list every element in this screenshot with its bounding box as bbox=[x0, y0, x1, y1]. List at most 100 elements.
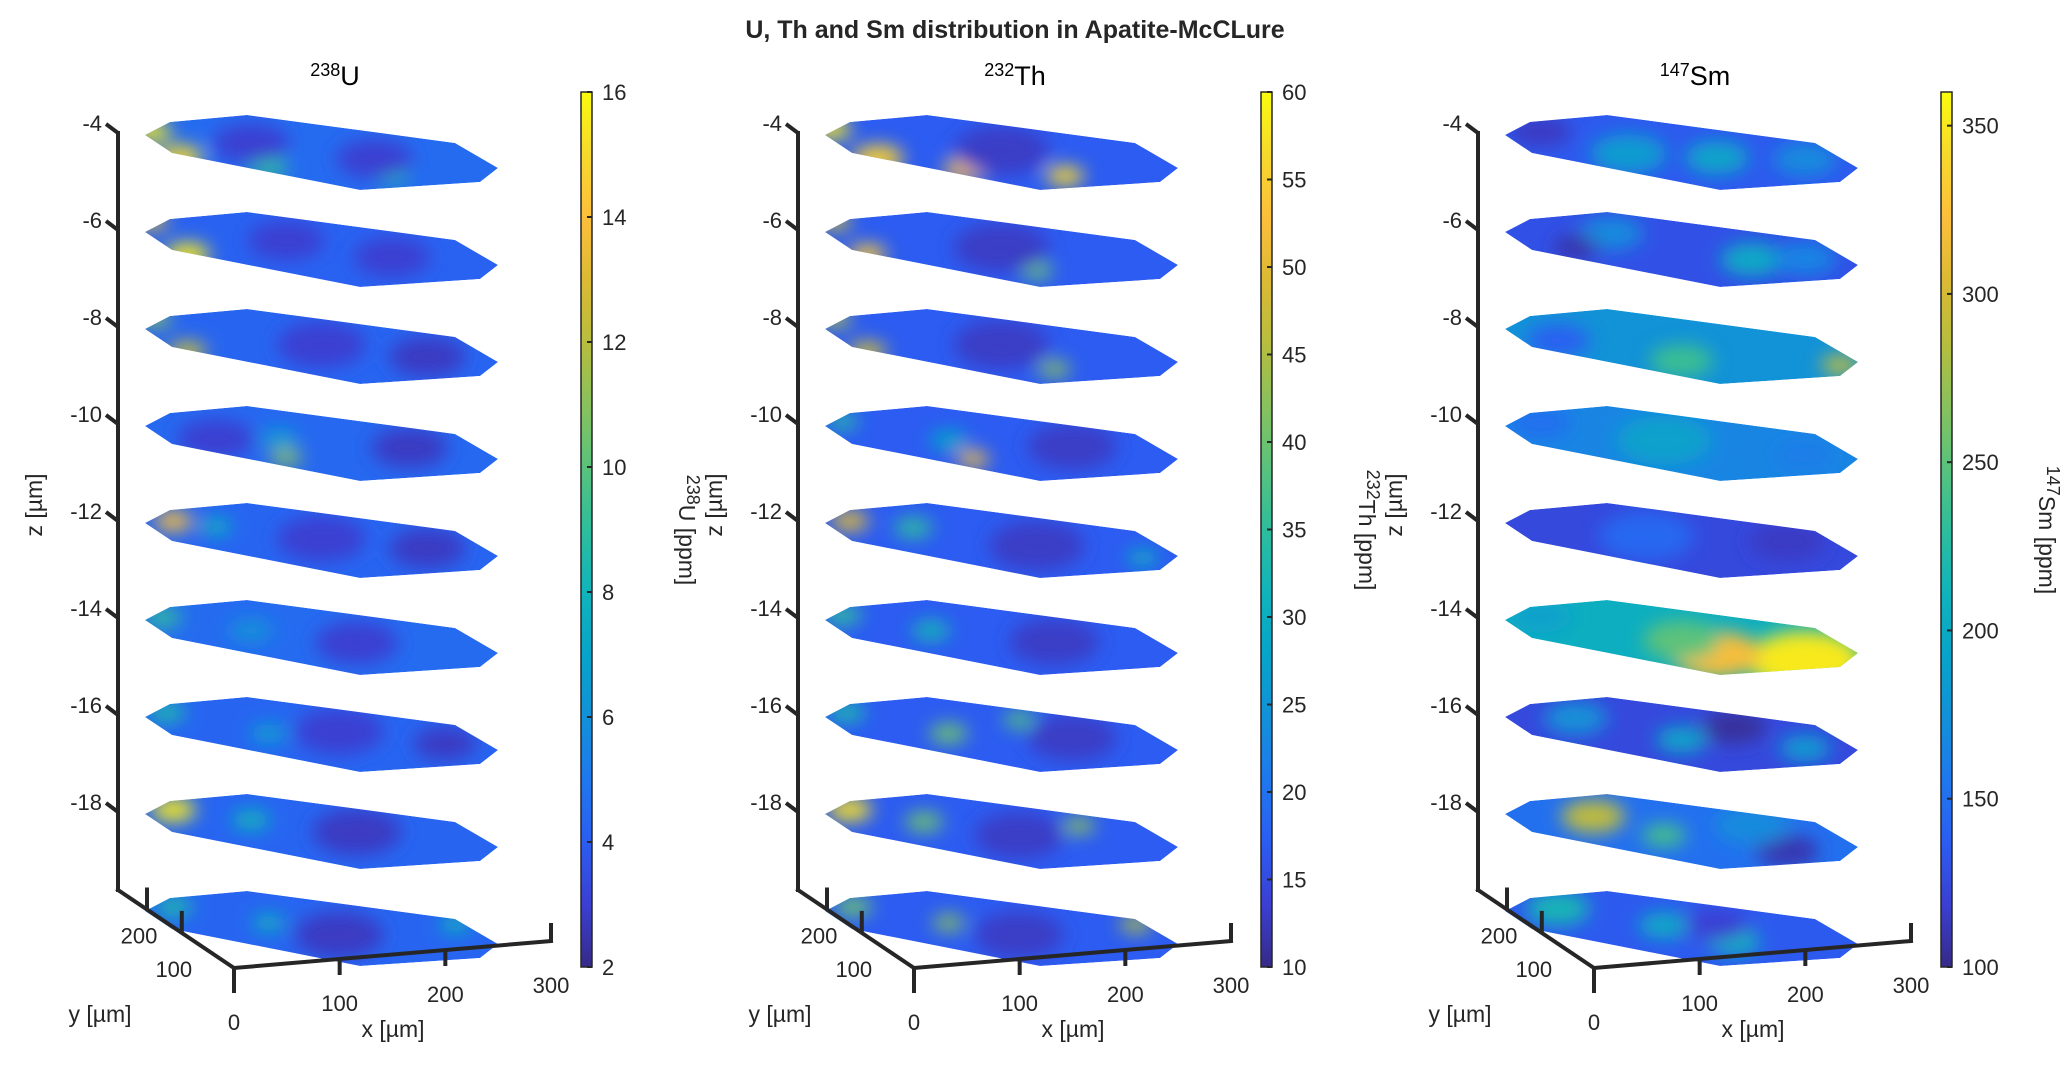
slice-hotspot bbox=[827, 702, 866, 723]
colorbar-tick-label: 16 bbox=[602, 80, 626, 105]
slice-hotspot bbox=[953, 222, 1050, 273]
colorbar-label-text: U [ppm] bbox=[674, 505, 700, 586]
slice-hotspot bbox=[1561, 799, 1626, 833]
z-tick bbox=[104, 704, 120, 717]
slice-z-12 bbox=[145, 503, 498, 578]
slice-hotspot bbox=[825, 119, 852, 140]
slice-z-6 bbox=[1505, 212, 1858, 287]
colorbar-label: 238U [ppm] bbox=[674, 475, 703, 586]
colorbar-tick-label: 35 bbox=[1282, 518, 1306, 543]
z-tick bbox=[1464, 413, 1480, 426]
slice-hotspot bbox=[825, 213, 852, 231]
slice-z-16 bbox=[145, 697, 498, 772]
x-axis bbox=[231, 938, 554, 971]
colorbar bbox=[580, 91, 593, 968]
slice-z-10 bbox=[1505, 406, 1858, 481]
slice-z-14 bbox=[825, 600, 1178, 675]
x-axis-label: x [µm] bbox=[1041, 1016, 1104, 1042]
z-tick bbox=[784, 122, 800, 135]
panel-title-element: Sm bbox=[1690, 61, 1731, 91]
z-tick-label: -10 bbox=[750, 402, 782, 427]
slice-base bbox=[825, 697, 1178, 772]
slice-z-14 bbox=[145, 600, 498, 675]
colorbar-label-superscript: 147 bbox=[2043, 466, 2063, 496]
y-tick-label: 100 bbox=[1515, 957, 1552, 982]
z-axis-label: z [µm] bbox=[1381, 473, 1407, 536]
z-tick bbox=[104, 801, 120, 814]
slice-z-4 bbox=[145, 115, 498, 190]
z-tick bbox=[1464, 801, 1480, 814]
slice-hotspot bbox=[932, 914, 965, 932]
slice-hotspot bbox=[1638, 912, 1690, 939]
y-tick-label: 200 bbox=[121, 924, 158, 949]
colorbar-tick-label: 14 bbox=[602, 205, 626, 230]
colorbar-tick-label: 45 bbox=[1282, 343, 1306, 368]
slice-hotspot bbox=[929, 430, 968, 451]
slice-hotspot bbox=[145, 607, 182, 628]
x-axis-label: x [µm] bbox=[361, 1016, 424, 1042]
slice-hotspot bbox=[1821, 355, 1858, 375]
slice-hotspot bbox=[389, 336, 466, 377]
colorbar-tick-label: 8 bbox=[602, 580, 614, 605]
slice-hotspot bbox=[231, 810, 270, 830]
z-tick-label: -14 bbox=[1430, 596, 1462, 621]
colorbar-tick-label: 30 bbox=[1282, 605, 1306, 630]
z-tick bbox=[1464, 510, 1480, 523]
slice-hotspot bbox=[1749, 521, 1826, 562]
slice-z-6 bbox=[145, 212, 498, 287]
slice-hotspot bbox=[830, 511, 869, 531]
z-tick bbox=[104, 316, 120, 329]
z-tick-label: -8 bbox=[1442, 305, 1462, 330]
slice-hotspot bbox=[270, 449, 303, 466]
panel-title: 232Th bbox=[984, 60, 1046, 91]
slice-z-10 bbox=[825, 406, 1178, 481]
slice-hotspot bbox=[1643, 620, 1720, 661]
x-tick-label: 0 bbox=[908, 1010, 920, 1035]
colorbar-tick-label: 6 bbox=[602, 705, 614, 730]
z-tick-label: -18 bbox=[70, 790, 102, 815]
slice-hotspot bbox=[145, 213, 168, 231]
slice-hotspot bbox=[1508, 115, 1573, 148]
z-tick bbox=[784, 316, 800, 329]
slice-hotspot bbox=[413, 727, 477, 761]
slice-hotspot bbox=[315, 621, 399, 665]
colorbar-tick-label: 40 bbox=[1282, 430, 1306, 455]
z-tick-label: -12 bbox=[1430, 499, 1462, 524]
slice-hotspot bbox=[1598, 511, 1694, 561]
slice-hotspot bbox=[1590, 134, 1667, 174]
slice-hotspot bbox=[389, 528, 466, 569]
x-tick-label: 0 bbox=[1588, 1010, 1600, 1035]
slice-hotspot bbox=[827, 798, 872, 822]
slice-z-16 bbox=[1505, 697, 1858, 772]
colorbar-tick-label: 15 bbox=[1282, 868, 1306, 893]
colorbar bbox=[1940, 91, 1953, 968]
slice-hotspot bbox=[974, 812, 1064, 859]
x-tick-label: 200 bbox=[1107, 982, 1144, 1007]
slice-hotspot bbox=[1027, 714, 1117, 761]
x-tick-label: 0 bbox=[228, 1010, 240, 1035]
y-tick-label: 200 bbox=[1481, 924, 1518, 949]
z-tick bbox=[784, 704, 800, 717]
x-tick-label: 100 bbox=[321, 991, 358, 1016]
slice-hotspot bbox=[1027, 423, 1117, 470]
slice-hotspot bbox=[168, 341, 207, 362]
z-tick-label: -4 bbox=[82, 111, 102, 136]
slice-base bbox=[825, 406, 1178, 481]
slice-hotspot bbox=[252, 914, 285, 932]
slice-hotspot bbox=[1616, 415, 1712, 466]
panel-title: 147Sm bbox=[1660, 60, 1731, 91]
slice-hotspot bbox=[145, 121, 172, 142]
slice-hotspot bbox=[974, 911, 1064, 958]
slice-hotspot bbox=[848, 244, 887, 265]
slice-hotspot bbox=[277, 515, 366, 562]
z-tick-label: -14 bbox=[70, 596, 102, 621]
slice-hotspot bbox=[177, 419, 254, 459]
x-tick-label: 300 bbox=[533, 973, 570, 998]
slice-z-12 bbox=[1505, 503, 1858, 578]
slice-hotspot bbox=[904, 811, 943, 832]
colorbar-label-superscript: 232 bbox=[1363, 470, 1383, 500]
x-tick-label: 300 bbox=[1893, 973, 1930, 998]
slice-hotspot bbox=[852, 145, 904, 172]
slice-base bbox=[825, 600, 1178, 675]
